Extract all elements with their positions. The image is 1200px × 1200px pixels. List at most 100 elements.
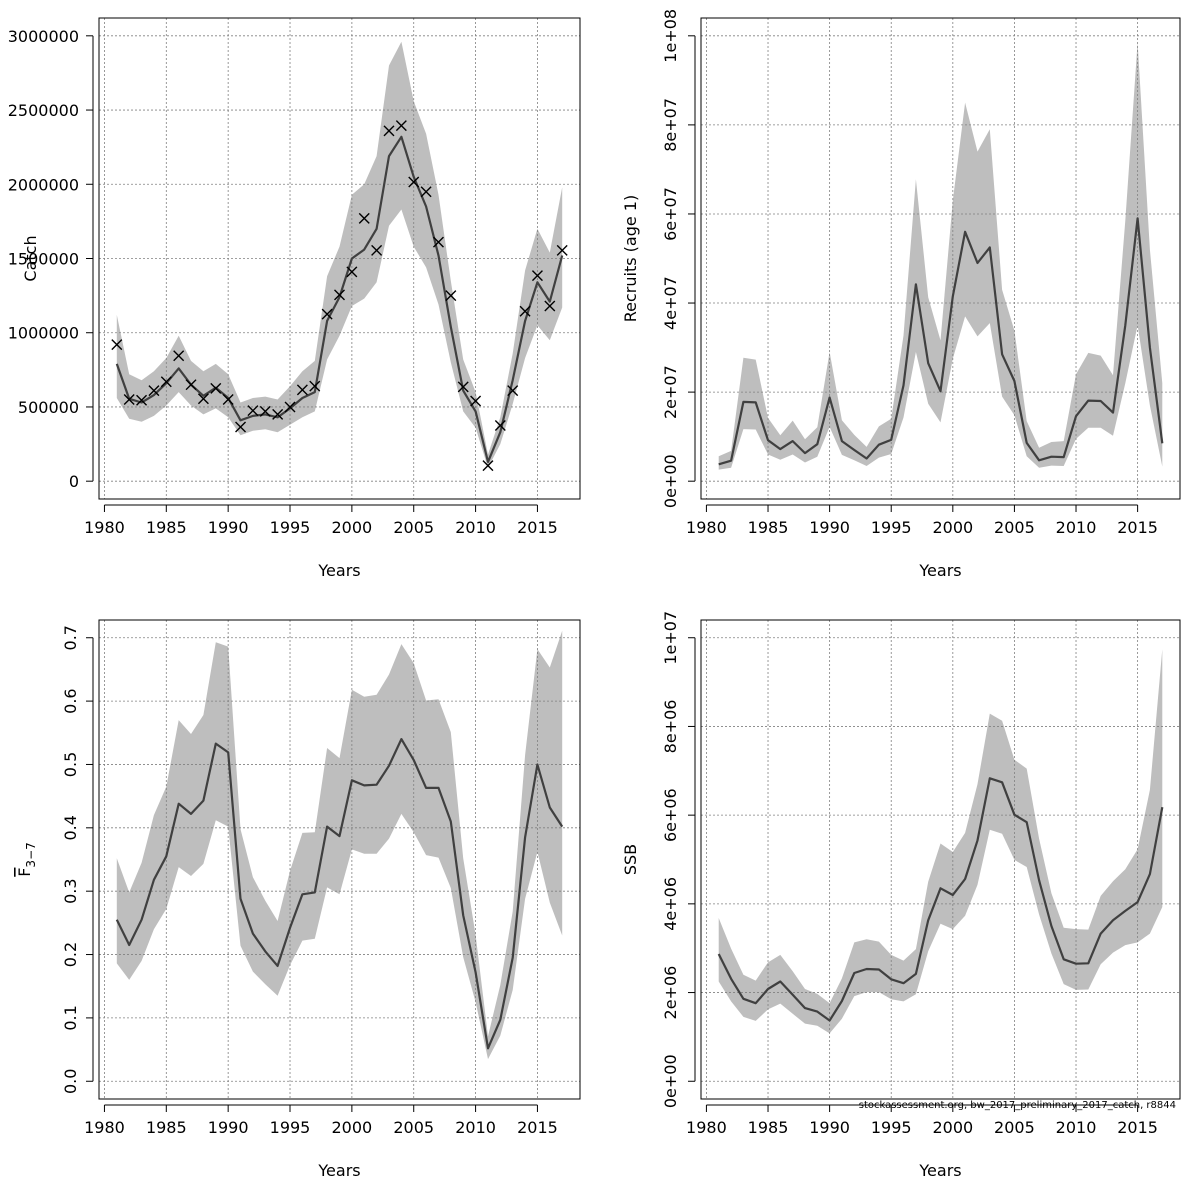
- fbar-x-tick-label-1980: 1980: [84, 1118, 125, 1137]
- recruits-x-tick-label-1995: 1995: [871, 518, 912, 537]
- catch-x-tick-label-2000: 2000: [332, 518, 373, 537]
- catch-observed-point-2011: [482, 460, 494, 472]
- catch-observed-point-1999: [334, 289, 345, 301]
- recruits-y-tick-label-3: 6e+07: [661, 187, 680, 241]
- catch-y-tick-label-3: 1500000: [8, 250, 79, 269]
- catch-y-axis-title: Catch: [21, 235, 40, 281]
- catch-observed-point-1998: [321, 308, 333, 320]
- catch-observed-point-2009: [457, 381, 469, 393]
- ssb-x-tick-label-1990: 1990: [809, 1118, 850, 1137]
- fbar-x-tick-label-1985: 1985: [146, 1118, 187, 1137]
- recruits-x-tick-label-1985: 1985: [748, 518, 789, 537]
- ssb-x-axis-title: Years: [918, 1161, 961, 1180]
- catch-observed-point-2001: [358, 212, 370, 224]
- fbar-y-tick-label-2: 0.2: [61, 942, 80, 967]
- catch-observed-point-2016: [544, 300, 556, 312]
- catch-observed-point-1997: [309, 380, 321, 392]
- catch-observed-point-2000: [346, 266, 358, 278]
- fbar-y-tick-label-6: 0.6: [61, 688, 80, 713]
- catch-observed-point-1992: [247, 405, 259, 417]
- catch-y-tick-label-4: 2000000: [8, 175, 79, 194]
- ssb-x-tick-label-1985: 1985: [748, 1118, 789, 1137]
- ssb-confidence-band: [718, 649, 1163, 1034]
- fbar-x-axis-title: Years: [317, 1161, 360, 1180]
- catch-observed-point-1995: [284, 401, 296, 413]
- catch-observed-point-2006: [420, 186, 432, 198]
- fbar-y-tick-label-0: 0.0: [61, 1069, 80, 1094]
- catch-observed-point-1987: [185, 379, 197, 391]
- ssb-x-tick-label-1995: 1995: [871, 1118, 912, 1137]
- catch-observed-point-2002: [371, 244, 383, 256]
- fbar-x-tick-label-2005: 2005: [393, 1118, 434, 1137]
- ssb-y-axis-title: SSB: [621, 844, 640, 875]
- catch-observed-point-1989: [210, 382, 222, 394]
- ssb-estimate-line: [717, 777, 1164, 1022]
- ssb-x-tick-label-2005: 2005: [994, 1118, 1035, 1137]
- catch-confidence-band: [116, 41, 563, 468]
- recruits-x-tick-label-2010: 2010: [1056, 518, 1097, 537]
- catch-observed-point-1981: [111, 339, 123, 351]
- ssb-y-tick-label-4: 8e+06: [661, 700, 680, 754]
- fbar-x-tick-label-1990: 1990: [208, 1118, 249, 1137]
- fbar-y-axis-title: F3−7: [15, 842, 38, 877]
- catch-observed-point-2015: [531, 270, 543, 282]
- catch-x-tick-label-2005: 2005: [393, 518, 434, 537]
- catch-observed-point-2007: [432, 236, 444, 248]
- catch-observed-point-2013: [507, 385, 519, 397]
- recruits-y-tick-label-4: 8e+07: [661, 98, 680, 152]
- catch-observed-point-2008: [445, 290, 457, 302]
- catch-observed-point-1986: [173, 350, 185, 362]
- ssb-x-tick-label-2010: 2010: [1056, 1118, 1097, 1137]
- catch-observed-point-2010: [470, 395, 482, 407]
- ssb-y-tick-label-5: 1e+07: [661, 611, 680, 665]
- ssb-y-tick-label-2: 4e+06: [661, 877, 680, 931]
- fbar-y-axis-title-main: F: [15, 868, 34, 877]
- recruits-x-axis-title: Years: [918, 561, 961, 580]
- ssb-plot-frame: [700, 619, 1181, 1100]
- catch-x-tick-label-2015: 2015: [517, 518, 558, 537]
- fbar-x-tick-label-2010: 2010: [455, 1118, 496, 1137]
- fbar-plot-frame: [98, 619, 581, 1100]
- panel-catch: 1980 1985 1990 1995 2000 2005 2010 2015 Years 0 50…: [8, 17, 581, 580]
- recruits-x-tick-label-1980: 1980: [686, 518, 727, 537]
- catch-observed-point-1990: [222, 394, 234, 406]
- fbar-x-tick-label-2000: 2000: [332, 1118, 373, 1137]
- catch-x-tick-label-1995: 1995: [270, 518, 311, 537]
- ssb-y-tick-label-0: 0e+00: [661, 1054, 680, 1108]
- recruits-x-tick-label-2015: 2015: [1117, 518, 1158, 537]
- panel-recruits: 1980 1985 1990 1995 2000 2005 2010 2015 Years 0e+…: [621, 9, 1181, 580]
- fbar-estimate-line: [115, 738, 564, 1050]
- catch-y-tick-label-6: 3000000: [8, 27, 79, 46]
- ssb-x-tick-label-2000: 2000: [932, 1118, 973, 1137]
- fbar-x-tick-label-1995: 1995: [270, 1118, 311, 1137]
- catch-observed-point-2017: [556, 244, 568, 256]
- catch-observed-point-1991: [235, 421, 247, 433]
- catch-x-tick-label-1980: 1980: [84, 518, 125, 537]
- recruits-y-tick-label-0: 0e+00: [661, 454, 680, 508]
- recruits-estimate-line: [718, 217, 1164, 466]
- catch-observed-point-2014: [519, 305, 531, 317]
- recruits-y-tick-label-5: 1e+08: [661, 9, 680, 63]
- recruits-x-tick-label-1990: 1990: [809, 518, 850, 537]
- catch-observed-point-1985: [160, 376, 172, 388]
- fbar-y-tick-label-5: 0.5: [61, 752, 80, 777]
- recruits-y-tick-label-2: 4e+07: [661, 276, 680, 330]
- catch-observed-point-1982: [123, 394, 135, 406]
- catch-observed-point-1994: [272, 408, 284, 420]
- catch-y-tick-label-0: 0: [69, 472, 79, 491]
- catch-x-axis-title: Years: [317, 561, 360, 580]
- catch-observed-point-1983: [136, 394, 148, 406]
- catch-observed-point-2004: [395, 120, 407, 132]
- catch-observed-point-2012: [494, 420, 506, 432]
- catch-plot-frame: [98, 17, 581, 500]
- catch-observed-point-2003: [383, 125, 395, 137]
- catch-x-tick-label-2010: 2010: [455, 518, 496, 537]
- fbar-y-tick-label-3: 0.3: [61, 878, 80, 903]
- fbar-x-tick-label-2015: 2015: [517, 1118, 558, 1137]
- fbar-y-tick-label-1: 0.1: [61, 1005, 80, 1030]
- fbar-y-axis-title-subscript: 3−7: [24, 842, 38, 867]
- recruits-plot-frame: [700, 17, 1181, 500]
- catch-observed-point-1988: [197, 393, 209, 405]
- catch-y-tick-label-2: 1000000: [8, 324, 79, 343]
